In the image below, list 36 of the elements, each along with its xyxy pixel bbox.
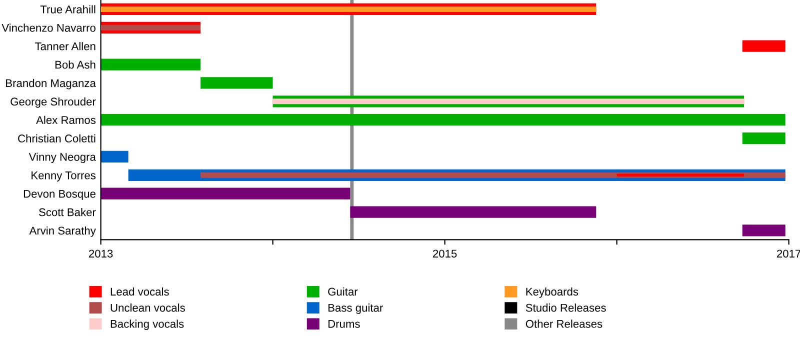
legend-label: Keyboards [526,287,578,298]
y-tick-label: Brandon Maganza [6,78,96,90]
bar [742,132,786,144]
y-tick-label: Devon Bosque [24,190,96,200]
x-tick-label: 2013 [89,250,113,258]
y-tick-label: Vinny Neogra [28,152,96,164]
bar [200,77,273,89]
y-tick-label: George Shrouder [10,97,96,108]
legend-label: Unclean vocals [110,304,185,312]
x-tick-label: 2015 [433,250,457,258]
legend-label: Backing vocals [110,320,184,330]
legend-label: Studio Releases [526,304,606,312]
bar [742,40,786,52]
bar [100,114,786,126]
bar [100,24,201,30]
y-tick-label: Bob Ash [55,60,96,69]
y-tick-label: Arvin Sarathy [29,226,96,237]
legend-label: Bass guitar [328,304,383,314]
y-tick-label: Scott Baker [39,208,96,216]
bar [100,188,350,200]
bar [742,224,786,236]
bar [100,6,596,12]
y-tick-label: Tanner Allen [35,42,96,50]
bar [350,206,596,218]
y-tick-label: Kenny Torres [32,172,96,182]
legend-label: Drums [328,320,360,328]
bar [272,98,744,104]
legend-label: Other Releases [526,320,602,328]
legend-label: Guitar [328,287,358,296]
y-tick-label: Christian Coletti [18,134,96,142]
legend-label: Lead vocals [110,287,169,296]
y-tick-label: Alex Ramos [36,116,96,124]
y-tick-label: Vinchenzo Navarro [2,24,96,32]
y-tick-label: True Arahill [40,5,96,14]
bar [100,150,128,163]
bar [100,58,201,70]
